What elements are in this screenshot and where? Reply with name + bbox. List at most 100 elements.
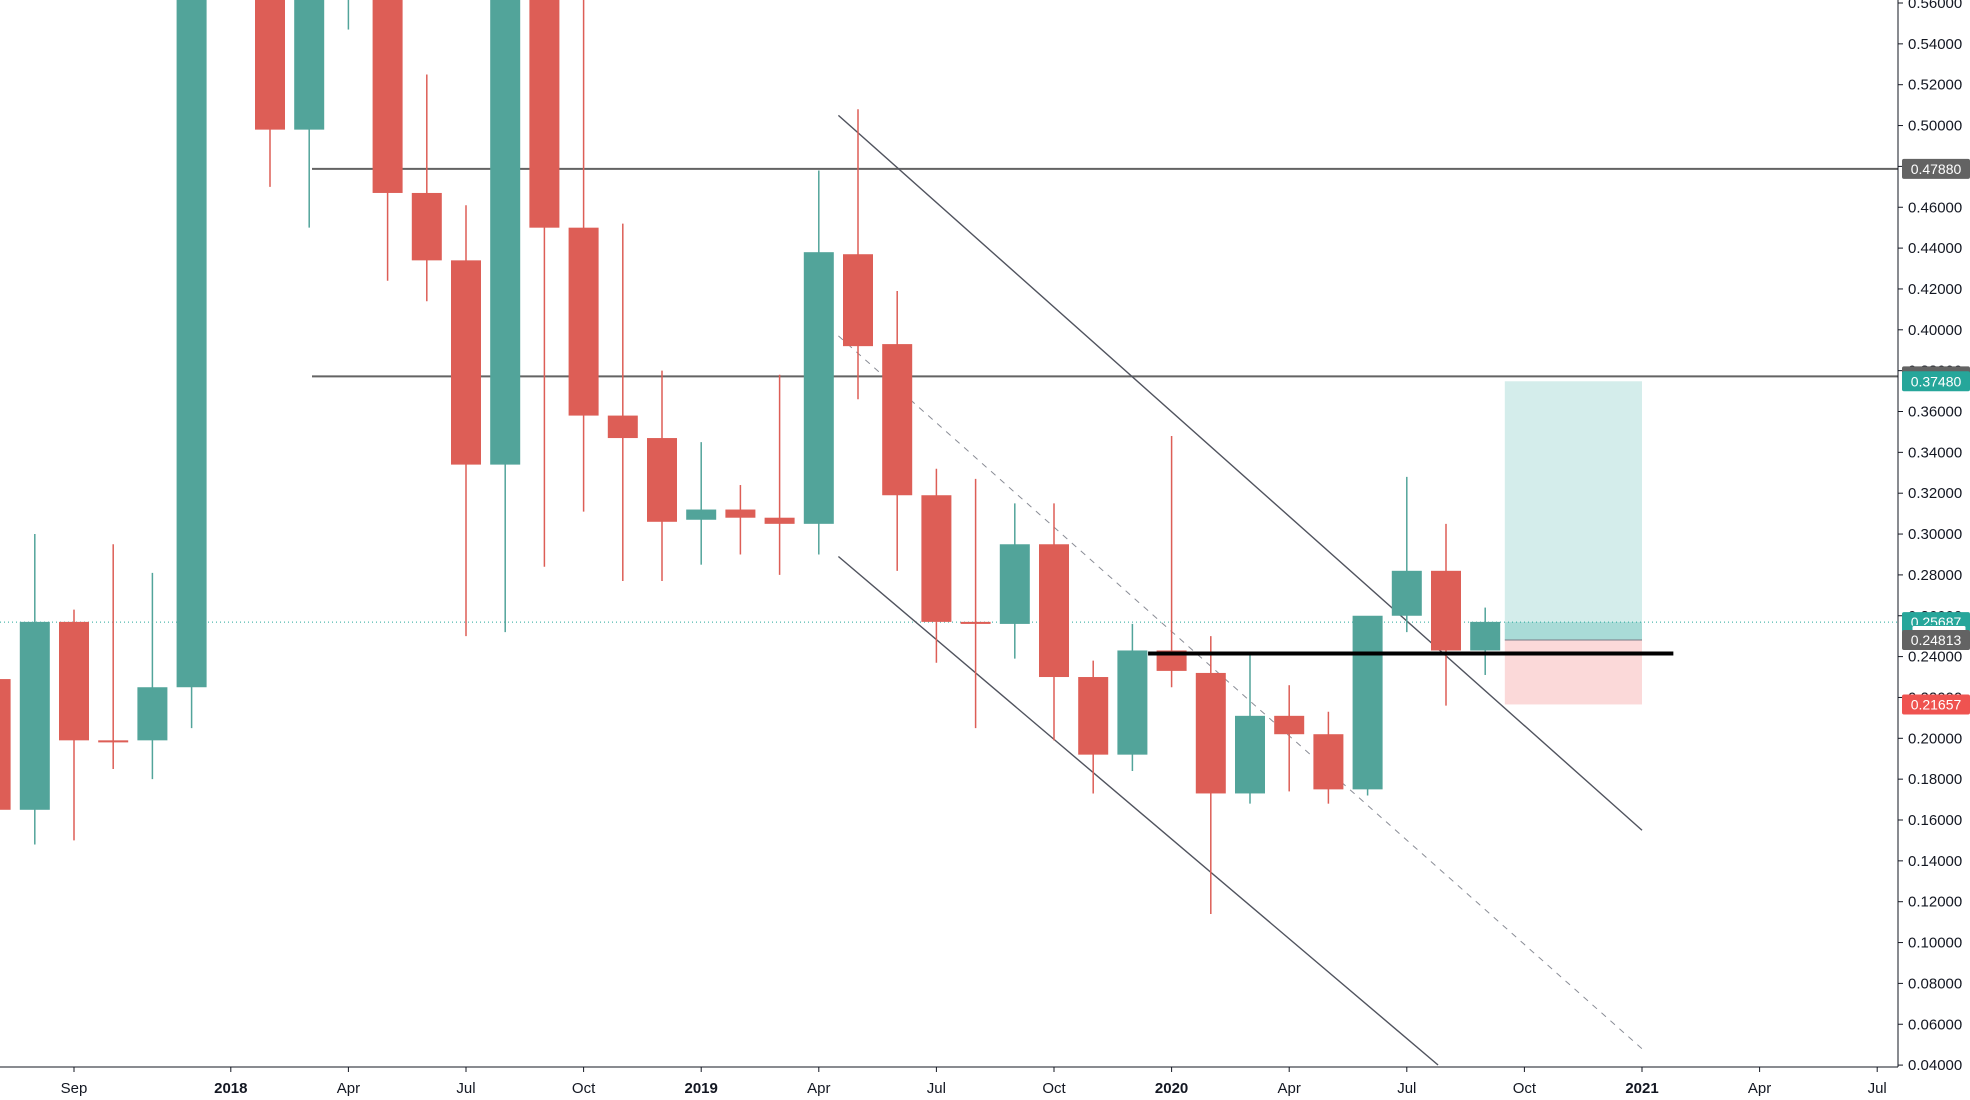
price-tick-label: 0.52000 (1908, 77, 1962, 94)
candle-body (255, 0, 285, 130)
candle-body (999, 544, 1030, 624)
candle-body (98, 740, 129, 743)
candle-body (1156, 650, 1187, 671)
price-tick-label: 0.24000 (1908, 649, 1962, 666)
time-tick-label: Apr (1748, 1080, 1771, 1097)
candle (1078, 660, 1109, 794)
price-tick-label: 0.46000 (1908, 199, 1962, 216)
candle-body (882, 344, 913, 496)
candle (176, 0, 207, 729)
candle-body (960, 621, 991, 624)
time-tick-label: Oct (1513, 1080, 1537, 1097)
candle (1156, 436, 1187, 688)
time-axis[interactable]: Sep 2018 Apr Jul Oct 2019 Apr Jul Oct 2020 Apr Jul O… (0, 1066, 1898, 1097)
time-tick-label: 2021 (1625, 1080, 1658, 1097)
price-badge-label: 0.37480 (1911, 373, 1962, 389)
candle-body (176, 0, 207, 688)
candle-body (607, 415, 638, 439)
candle (411, 74, 442, 302)
candle-body (1078, 677, 1109, 755)
open-profit-zone (1504, 622, 1642, 641)
price-tick-label: 0.50000 (1908, 118, 1962, 135)
price-tick-label: 0.14000 (1908, 853, 1962, 870)
time-tick-label: 2020 (1155, 1080, 1188, 1097)
candle-body (0, 679, 11, 810)
price-tick-label: 0.18000 (1908, 771, 1962, 788)
candle-body (451, 260, 481, 465)
time-tick-label: Apr (807, 1080, 830, 1097)
candle (999, 503, 1030, 659)
candle (19, 534, 50, 845)
time-tick-label: Jul (927, 1080, 946, 1097)
candle (98, 544, 129, 769)
candle-body (19, 621, 50, 810)
time-tick-label: Jul (1868, 1080, 1887, 1097)
price-badge-bg (1902, 371, 1970, 392)
price-axis[interactable]: 0.560000.540000.520000.500000.480000.460… (1897, 0, 1962, 1074)
candle (803, 170, 834, 555)
candle-body (647, 438, 677, 522)
candle (529, 0, 560, 567)
candle (1039, 503, 1069, 741)
candle (347, 0, 350, 30)
price-badge: 0.21657 (1902, 694, 1970, 715)
time-tick-label: Oct (572, 1080, 596, 1097)
candle (1313, 711, 1344, 804)
candle-body (1117, 650, 1148, 755)
candle (568, 0, 599, 512)
candle-body (843, 254, 873, 347)
candle-body (803, 252, 834, 524)
price-tick-label: 0.28000 (1908, 567, 1962, 584)
candle (607, 223, 638, 582)
candle-body (764, 517, 795, 524)
price-tick-label: 0.54000 (1908, 36, 1962, 53)
time-tick-label: Jul (456, 1080, 475, 1097)
candle (59, 609, 89, 841)
channel-upper-line (837, 114, 1643, 831)
position-tool[interactable] (1504, 381, 1642, 705)
price-tick-label: 0.30000 (1908, 526, 1962, 543)
candle-body (1039, 544, 1069, 678)
candle (764, 374, 795, 575)
candle (1117, 623, 1148, 771)
price-badge-bg (1902, 158, 1970, 179)
price-tick-label: 0.40000 (1908, 322, 1962, 339)
candle-body (529, 0, 560, 228)
profit-zone (1504, 381, 1642, 641)
loss-zone (1504, 640, 1642, 705)
price-badge: 0.24813 (1902, 629, 1970, 650)
price-badge-bg (1902, 629, 1970, 650)
price-badge-label: 0.21657 (1911, 696, 1962, 712)
price-tick-label: 0.12000 (1908, 894, 1962, 911)
candle (137, 572, 168, 780)
candle (921, 468, 952, 663)
channel-lower-line (837, 555, 1439, 1066)
price-tick-label: 0.20000 (1908, 730, 1962, 747)
candle-body (568, 227, 599, 416)
price-badge: 0.47880 (1902, 158, 1970, 179)
price-tick-label: 0.08000 (1908, 975, 1962, 992)
candle (960, 478, 991, 729)
candle (1470, 607, 1501, 675)
candle (843, 109, 873, 400)
candle (1274, 685, 1305, 792)
candle (725, 485, 756, 555)
time-tick-label: 2019 (685, 1080, 718, 1097)
price-tick-label: 0.56000 (1908, 0, 1962, 12)
candle-body (1470, 621, 1501, 651)
price-tick-label: 0.42000 (1908, 281, 1962, 298)
candle (451, 205, 481, 637)
price-tick-label: 0.10000 (1908, 935, 1962, 952)
candle-body (921, 495, 952, 622)
candles[interactable] (0, 0, 1501, 914)
candle-body (1391, 570, 1422, 616)
candle (1235, 654, 1265, 804)
candle-body (1352, 615, 1383, 790)
candle (372, 0, 403, 281)
price-badge-label: 0.24813 (1911, 632, 1962, 648)
candle (1431, 523, 1461, 706)
price-tick-label: 0.06000 (1908, 1016, 1962, 1033)
descending-channel[interactable] (837, 114, 1643, 1066)
